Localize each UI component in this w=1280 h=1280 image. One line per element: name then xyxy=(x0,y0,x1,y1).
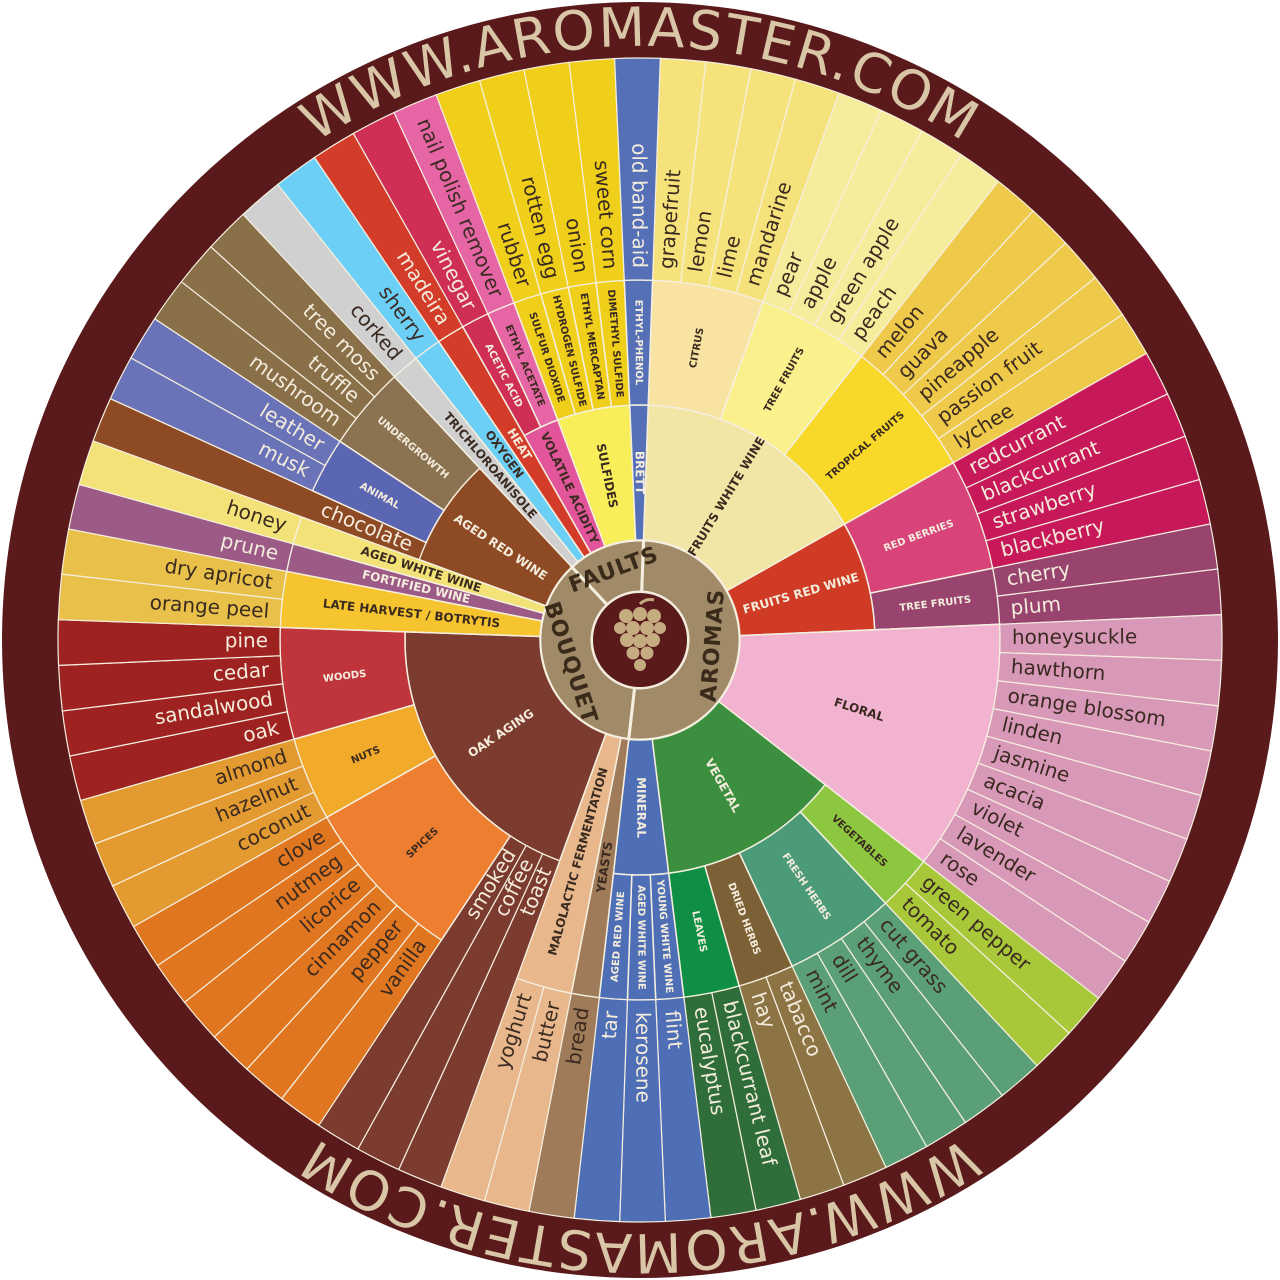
category-label: AGED WHITE WINE xyxy=(635,885,646,990)
leaf-label: cedar xyxy=(212,657,271,686)
category-label: WOODS xyxy=(322,669,367,685)
category-label: ETHYL-PHENOL xyxy=(633,300,644,386)
leaf-label: pine xyxy=(225,628,268,652)
leaf-label: old band-aid xyxy=(627,143,652,268)
leaf-label: tar xyxy=(597,1009,623,1040)
grape-stem xyxy=(638,598,655,606)
leaf-wedge xyxy=(613,57,661,281)
leaf-label: flint xyxy=(660,1010,687,1051)
wedges xyxy=(57,57,1223,1223)
grapes xyxy=(614,607,666,671)
leaf-label: kerosene xyxy=(631,1012,655,1103)
category-label: MINERAL xyxy=(634,777,648,838)
logo xyxy=(591,591,689,689)
leaf-label: plum xyxy=(1010,592,1062,620)
leaf-label: honeysuckle xyxy=(1012,624,1137,649)
category-label: BRETT xyxy=(633,451,647,495)
